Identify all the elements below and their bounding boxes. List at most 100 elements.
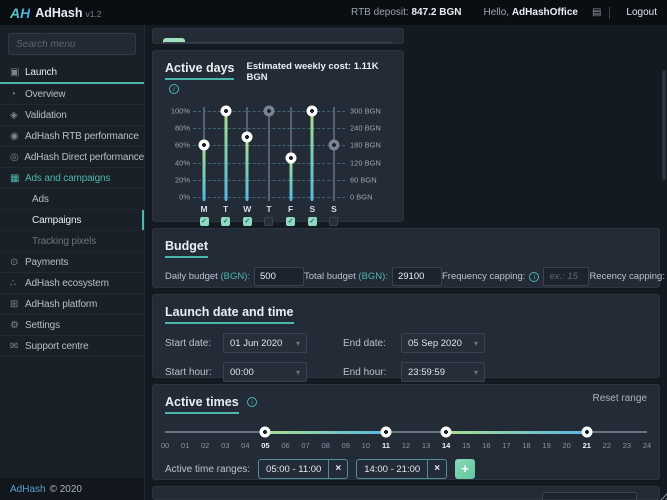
sidebar-item-support-centre[interactable]: ✉ Support centre	[0, 336, 144, 357]
slider-handle[interactable]	[306, 105, 318, 117]
sidebar-item-validation[interactable]: ◈ Validation	[0, 105, 144, 126]
end-date-select[interactable]: 05 Sep 2020 ▾	[401, 333, 485, 353]
day-checkbox[interactable]: ✓	[286, 217, 296, 226]
time-range-chip: 05:00 - 11:00 ×	[258, 459, 349, 479]
username: AdHashOffice	[511, 7, 578, 18]
document-icon[interactable]: ▤	[591, 7, 602, 18]
start-hour-value: 00:00	[230, 366, 254, 378]
day-checkbox[interactable]: ✓	[307, 217, 317, 226]
slider-fill	[289, 158, 293, 201]
percent-tick: 40%	[174, 158, 190, 168]
next-section-partial	[152, 486, 660, 500]
chevron-down-icon: ▾	[295, 367, 300, 377]
day-label: T	[223, 204, 229, 214]
sidebar-item-adhash-ecosystem[interactable]: ∴ AdHash ecosystem	[0, 273, 144, 294]
range-handle[interactable]	[259, 426, 271, 438]
sidebar-item-settings[interactable]: ⚙ Settings	[0, 315, 144, 336]
estimated-weekly-cost: Estimated weekly cost: 1.11K BGN	[246, 61, 379, 83]
range-handle[interactable]	[440, 426, 452, 438]
active-days-card: Active days i Estimated weekly cost: 1.1…	[152, 50, 404, 226]
sidebar-item-label: Tracking pixels	[32, 235, 97, 247]
daily-budget-input[interactable]	[254, 267, 305, 286]
remove-range-icon[interactable]: ×	[328, 460, 347, 478]
day-checkbox[interactable]: ✓	[199, 217, 209, 226]
total-budget-input[interactable]	[391, 267, 442, 286]
day-checkbox[interactable]	[264, 217, 274, 226]
footer-copyright: © 2020	[49, 483, 82, 495]
day-slider[interactable]	[240, 107, 254, 201]
slider-handle[interactable]	[241, 131, 253, 143]
active-times-card: Active times i Reset range 00 01 02 03 04 05 0…	[152, 384, 660, 480]
partial-toggle[interactable]	[163, 38, 185, 43]
day-slider[interactable]	[262, 105, 276, 201]
slider-handle[interactable]	[263, 105, 275, 117]
sidebar-item-payments[interactable]: ⊙ Payments	[0, 252, 144, 273]
sidebar-item-label: Ads	[32, 193, 49, 205]
day-label: S	[309, 204, 316, 214]
day-slider[interactable]	[284, 107, 298, 201]
start-date-select[interactable]: 01 Jun 2020 ▾	[223, 333, 307, 353]
sidebar: ▣ Launch ◔ Overview ◈ Validation ◉ AdHash RTB p…	[0, 25, 145, 500]
sidebar-item-overview[interactable]: ◔ Overview	[0, 84, 144, 105]
frequency-info-icon[interactable]: i	[529, 271, 540, 282]
recency-capping-label: Recency capping:	[589, 271, 665, 282]
scrollbar-thumb[interactable]	[662, 70, 666, 180]
hour-tick: 21	[582, 441, 591, 450]
day-slider[interactable]	[305, 105, 319, 201]
frequency-capping-input[interactable]	[543, 267, 590, 286]
day-checkbox[interactable]: ✓	[242, 217, 252, 226]
day-slider[interactable]	[327, 107, 341, 201]
end-hour-select[interactable]: 23:59:59 ▾	[401, 362, 485, 382]
start-hour-label: Start hour:	[165, 366, 212, 378]
sidebar-item-ads[interactable]: Ads	[0, 189, 144, 210]
day-slider[interactable]	[197, 107, 211, 201]
hour-tick: 02	[200, 441, 210, 450]
slider-handle[interactable]	[220, 105, 232, 117]
sidebar-item-adhash-rtb-performance[interactable]: ◉ AdHash RTB performance	[0, 126, 144, 147]
range-handle[interactable]	[380, 426, 392, 438]
range-handle[interactable]	[581, 426, 593, 438]
hour-tick: 22	[602, 441, 611, 450]
sidebar-item-adhash-direct-performance[interactable]: ◎ AdHash Direct performance	[0, 147, 144, 168]
bgn-tick: 240 BGN	[350, 123, 381, 133]
hour-range-slider	[165, 426, 647, 438]
app-title: AdHash	[35, 5, 83, 20]
footer-brand-link[interactable]: AdHash	[10, 483, 46, 495]
day-column-3: T	[262, 105, 276, 226]
day-checkbox[interactable]: ✓	[221, 217, 231, 226]
settings-icon: ⚙	[10, 319, 19, 331]
day-slider[interactable]	[219, 105, 233, 201]
slider-track	[332, 107, 335, 201]
resize-grip-icon[interactable]	[658, 491, 667, 500]
day-column-1: T ✓	[219, 105, 233, 226]
bgn-tick: 300 BGN	[350, 106, 381, 116]
sidebar-item-label: Launch	[25, 67, 57, 78]
greeting: Hello, AdHashOffice	[483, 7, 577, 18]
slider-track[interactable]	[165, 431, 647, 433]
slider-handle[interactable]	[328, 139, 340, 151]
previous-section-partial	[152, 28, 404, 44]
sidebar-item-launch[interactable]: ▣ Launch	[0, 63, 144, 84]
slider-handle[interactable]	[198, 139, 210, 151]
add-range-button[interactable]: +	[455, 459, 476, 479]
sidebar-item-campaigns[interactable]: Campaigns	[0, 210, 144, 231]
slider-handle[interactable]	[285, 152, 297, 164]
hour-tick: 14	[441, 441, 451, 450]
reset-range-link[interactable]: Reset range	[592, 393, 647, 404]
active-times-info-icon[interactable]: i	[247, 397, 258, 407]
day-label: M	[200, 204, 208, 214]
sidebar-item-ads-and-campaigns[interactable]: ▦ Ads and campaigns	[0, 168, 144, 189]
overview-icon: ◔	[10, 88, 16, 100]
day-checkbox[interactable]	[329, 217, 339, 226]
sidebar-item-tracking-pixels[interactable]: Tracking pixels	[0, 231, 144, 252]
active-days-info-icon[interactable]: i	[169, 84, 179, 94]
sidebar-item-adhash-platform[interactable]: ⊞ AdHash platform	[0, 294, 144, 315]
search-input[interactable]	[8, 33, 136, 55]
bgn-axis: 300 BGN 240 BGN 180 BGN 120 BGN 60 BGN 0 BGN	[345, 106, 391, 202]
remove-range-icon[interactable]: ×	[427, 460, 446, 478]
slider-fill	[224, 111, 228, 201]
sidebar-search	[0, 25, 144, 63]
range-chips: 05:00 - 11:00 × 14:00 - 21:00 ×	[258, 459, 455, 479]
logout-button[interactable]: Logout	[626, 7, 657, 18]
start-hour-select[interactable]: 00:00 ▾	[223, 362, 307, 382]
